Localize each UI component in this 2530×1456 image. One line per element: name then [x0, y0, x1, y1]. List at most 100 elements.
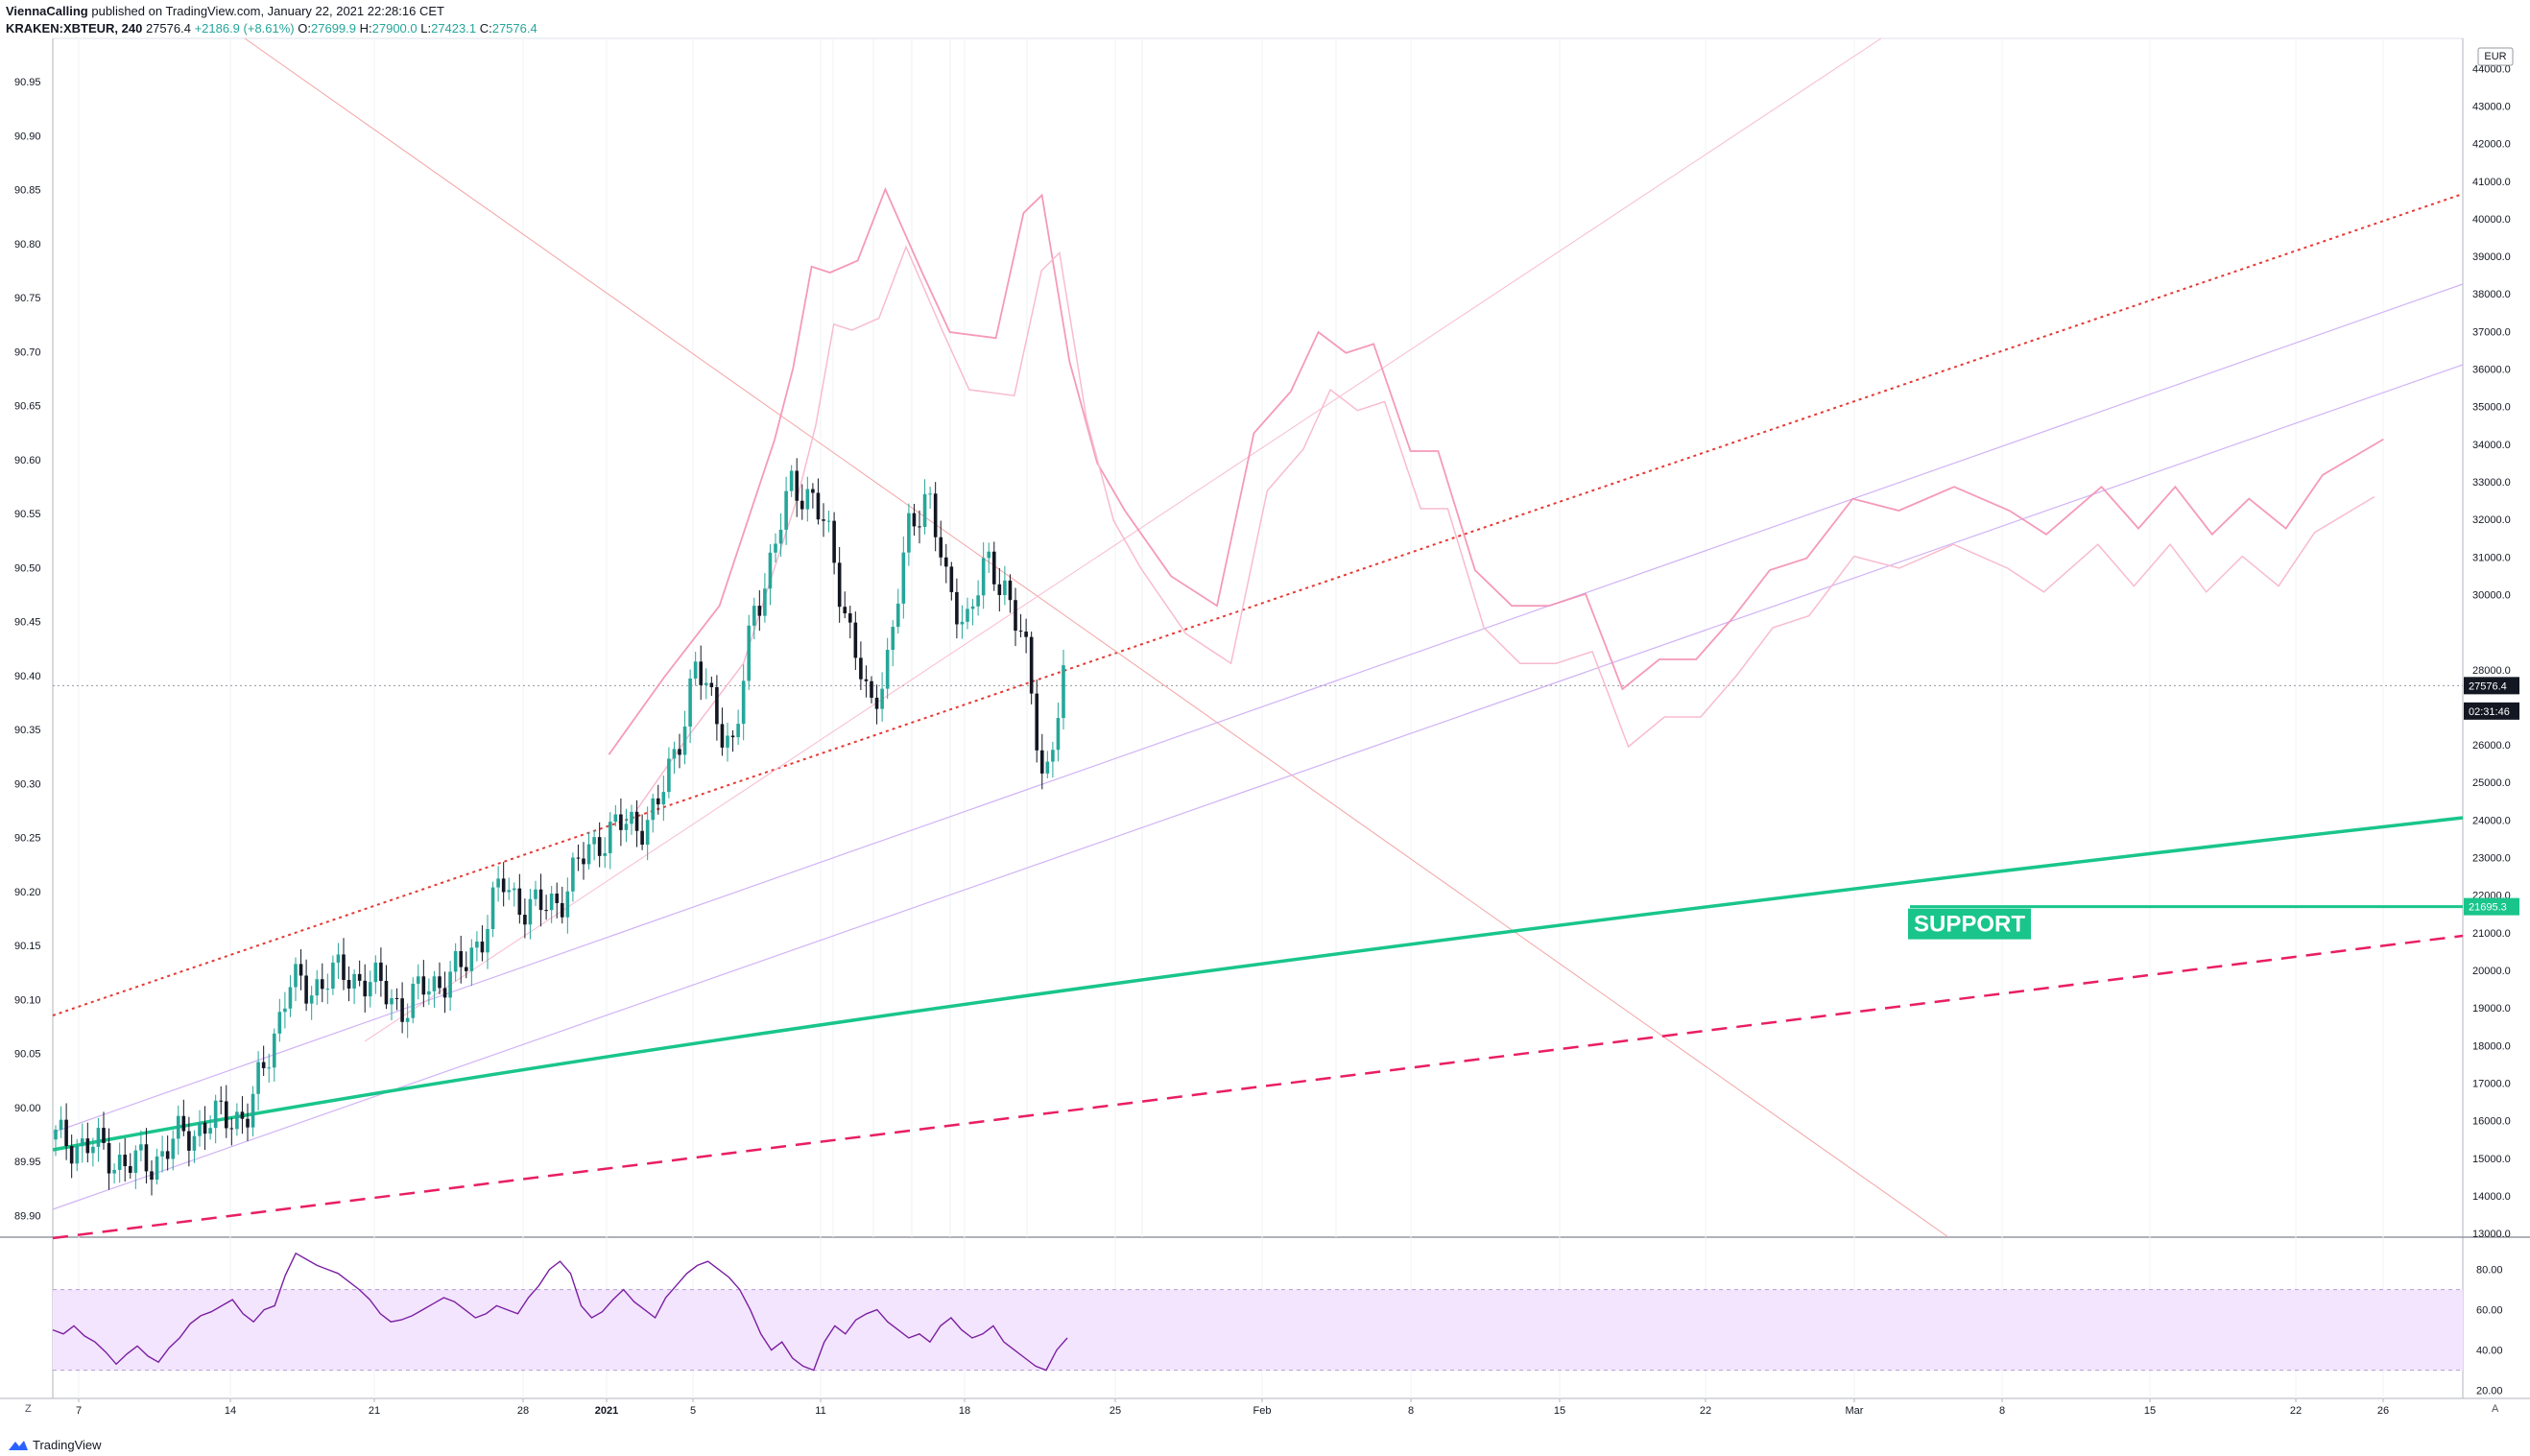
candle-body — [363, 980, 368, 997]
candle-body — [155, 1156, 159, 1181]
candle-body — [75, 1146, 80, 1164]
price-labels: 27576.4 02:31:46 21695.3 — [2464, 677, 2519, 916]
ohlc-high: 27900.0 — [371, 21, 418, 36]
left-axis-tick-label: 90.50 — [14, 562, 41, 574]
left-axis-tick-label: 90.05 — [14, 1049, 41, 1061]
right-axis-tick-label: 20000.0 — [2472, 966, 2511, 977]
candle-body — [784, 490, 788, 530]
time-tick-label: 21 — [369, 1405, 380, 1417]
ohlc-close: 27576.4 — [491, 21, 537, 36]
left-axis-tick-label: 89.90 — [14, 1210, 41, 1222]
candle-body — [229, 1128, 234, 1130]
candle-body — [246, 1118, 250, 1128]
candle-body — [309, 995, 314, 1004]
candle-body — [682, 727, 687, 755]
candle-body — [517, 888, 522, 916]
candle-body — [432, 976, 437, 991]
candle-body — [571, 857, 575, 892]
candle-body — [619, 814, 623, 830]
candle-body — [811, 489, 815, 493]
candle-body — [757, 606, 762, 616]
candle-body — [256, 1062, 260, 1094]
candle-body — [880, 688, 884, 709]
candle-body — [837, 562, 842, 608]
candle-body — [486, 928, 489, 953]
candle-body — [826, 520, 831, 522]
left-axis-tick-label: 89.95 — [14, 1157, 41, 1168]
candle-body — [645, 820, 650, 846]
candle-body — [661, 792, 666, 805]
candle-body — [603, 852, 608, 856]
candle-body — [859, 657, 863, 680]
candle-body — [640, 830, 644, 846]
candle-body — [64, 1119, 68, 1147]
right-axis-tick-label: 38000.0 — [2472, 289, 2511, 300]
symbol-label[interactable]: KRAKEN:XBTEUR, 240 — [6, 21, 143, 36]
time-tick-label: 28 — [517, 1405, 529, 1417]
candle-body — [933, 493, 938, 537]
candle-body — [901, 552, 906, 604]
ohlc-low: 27423.1 — [431, 21, 477, 36]
candle-body — [970, 606, 975, 609]
support-curve — [52, 816, 2464, 1152]
candle-body — [991, 551, 996, 585]
candle-body — [939, 537, 943, 558]
candle-body — [187, 1131, 191, 1151]
candle-body — [966, 609, 969, 622]
candle-body — [171, 1138, 176, 1159]
log-scale-toggle[interactable]: Z — [25, 1403, 32, 1415]
right-axis-tick-label: 39000.0 — [2472, 251, 2511, 263]
candle-body — [133, 1150, 138, 1173]
candle-body — [421, 976, 426, 995]
auto-scale-toggle[interactable]: A — [2492, 1403, 2499, 1415]
candle-body — [405, 1017, 410, 1022]
time-axis: 7 14 21 28 2021 5 11 18 25 Feb 8 15 22 Mar 8 15 22 26 — [76, 1398, 2389, 1417]
right-axis-tick-label: 15000.0 — [2472, 1154, 2511, 1165]
candle-body — [384, 981, 389, 1005]
candle-body — [544, 910, 548, 912]
candle-body — [1035, 693, 1039, 751]
right-axis-tick-label: 16000.0 — [2472, 1116, 2511, 1128]
left-axis-tick-label: 90.95 — [14, 77, 41, 88]
right-axis-tick-label: 31000.0 — [2472, 552, 2511, 563]
candle-body — [112, 1169, 116, 1174]
right-axis-tick-label: 35000.0 — [2472, 402, 2511, 414]
rsi-pane: 80.00 60.00 40.00 20.00 — [52, 1252, 2503, 1397]
currency-box — [2477, 47, 2514, 66]
candle-body — [294, 964, 298, 988]
author-name[interactable]: ViennaCalling — [6, 4, 88, 18]
left-axis-tick-label: 90.25 — [14, 833, 41, 845]
left-price-axis: 90.95 90.90 90.85 90.80 90.75 90.70 90.65 90.60… — [14, 77, 41, 1222]
candle-body — [847, 613, 852, 623]
ohlc-open-label: O: — [298, 21, 311, 36]
right-axis-tick-label: 32000.0 — [2472, 514, 2511, 526]
candle-body — [144, 1144, 149, 1172]
candle-body — [331, 962, 335, 990]
tradingview-brand[interactable]: TradingView — [8, 1438, 102, 1452]
candle-body — [699, 661, 704, 685]
candle-body — [928, 493, 932, 495]
candle-body — [272, 1033, 276, 1068]
right-axis-tick-label: 24000.0 — [2472, 815, 2511, 826]
candle-body — [459, 951, 464, 967]
candle-body — [1008, 580, 1013, 601]
price-label-box — [2464, 702, 2519, 720]
right-axis-tick-label: 34000.0 — [2472, 440, 2511, 451]
candle-body — [763, 588, 767, 616]
rsi-tick-label: 20.00 — [2476, 1386, 2503, 1397]
candle-body — [165, 1151, 170, 1159]
candle-body — [613, 814, 618, 823]
candle-body — [523, 915, 527, 925]
candle-body — [427, 991, 431, 995]
candle-body — [874, 697, 879, 709]
candle-body — [475, 942, 479, 948]
price-label-text: 02:31:46 — [2469, 706, 2510, 718]
candle-body — [597, 837, 602, 856]
candle-body — [357, 973, 362, 981]
candle-body — [512, 888, 516, 891]
candle-body — [774, 543, 777, 553]
candle-body — [693, 661, 698, 679]
candle-body — [864, 679, 869, 681]
right-axis-tick-label: 44000.0 — [2472, 63, 2511, 75]
time-tick-label: 8 — [1408, 1405, 1414, 1417]
